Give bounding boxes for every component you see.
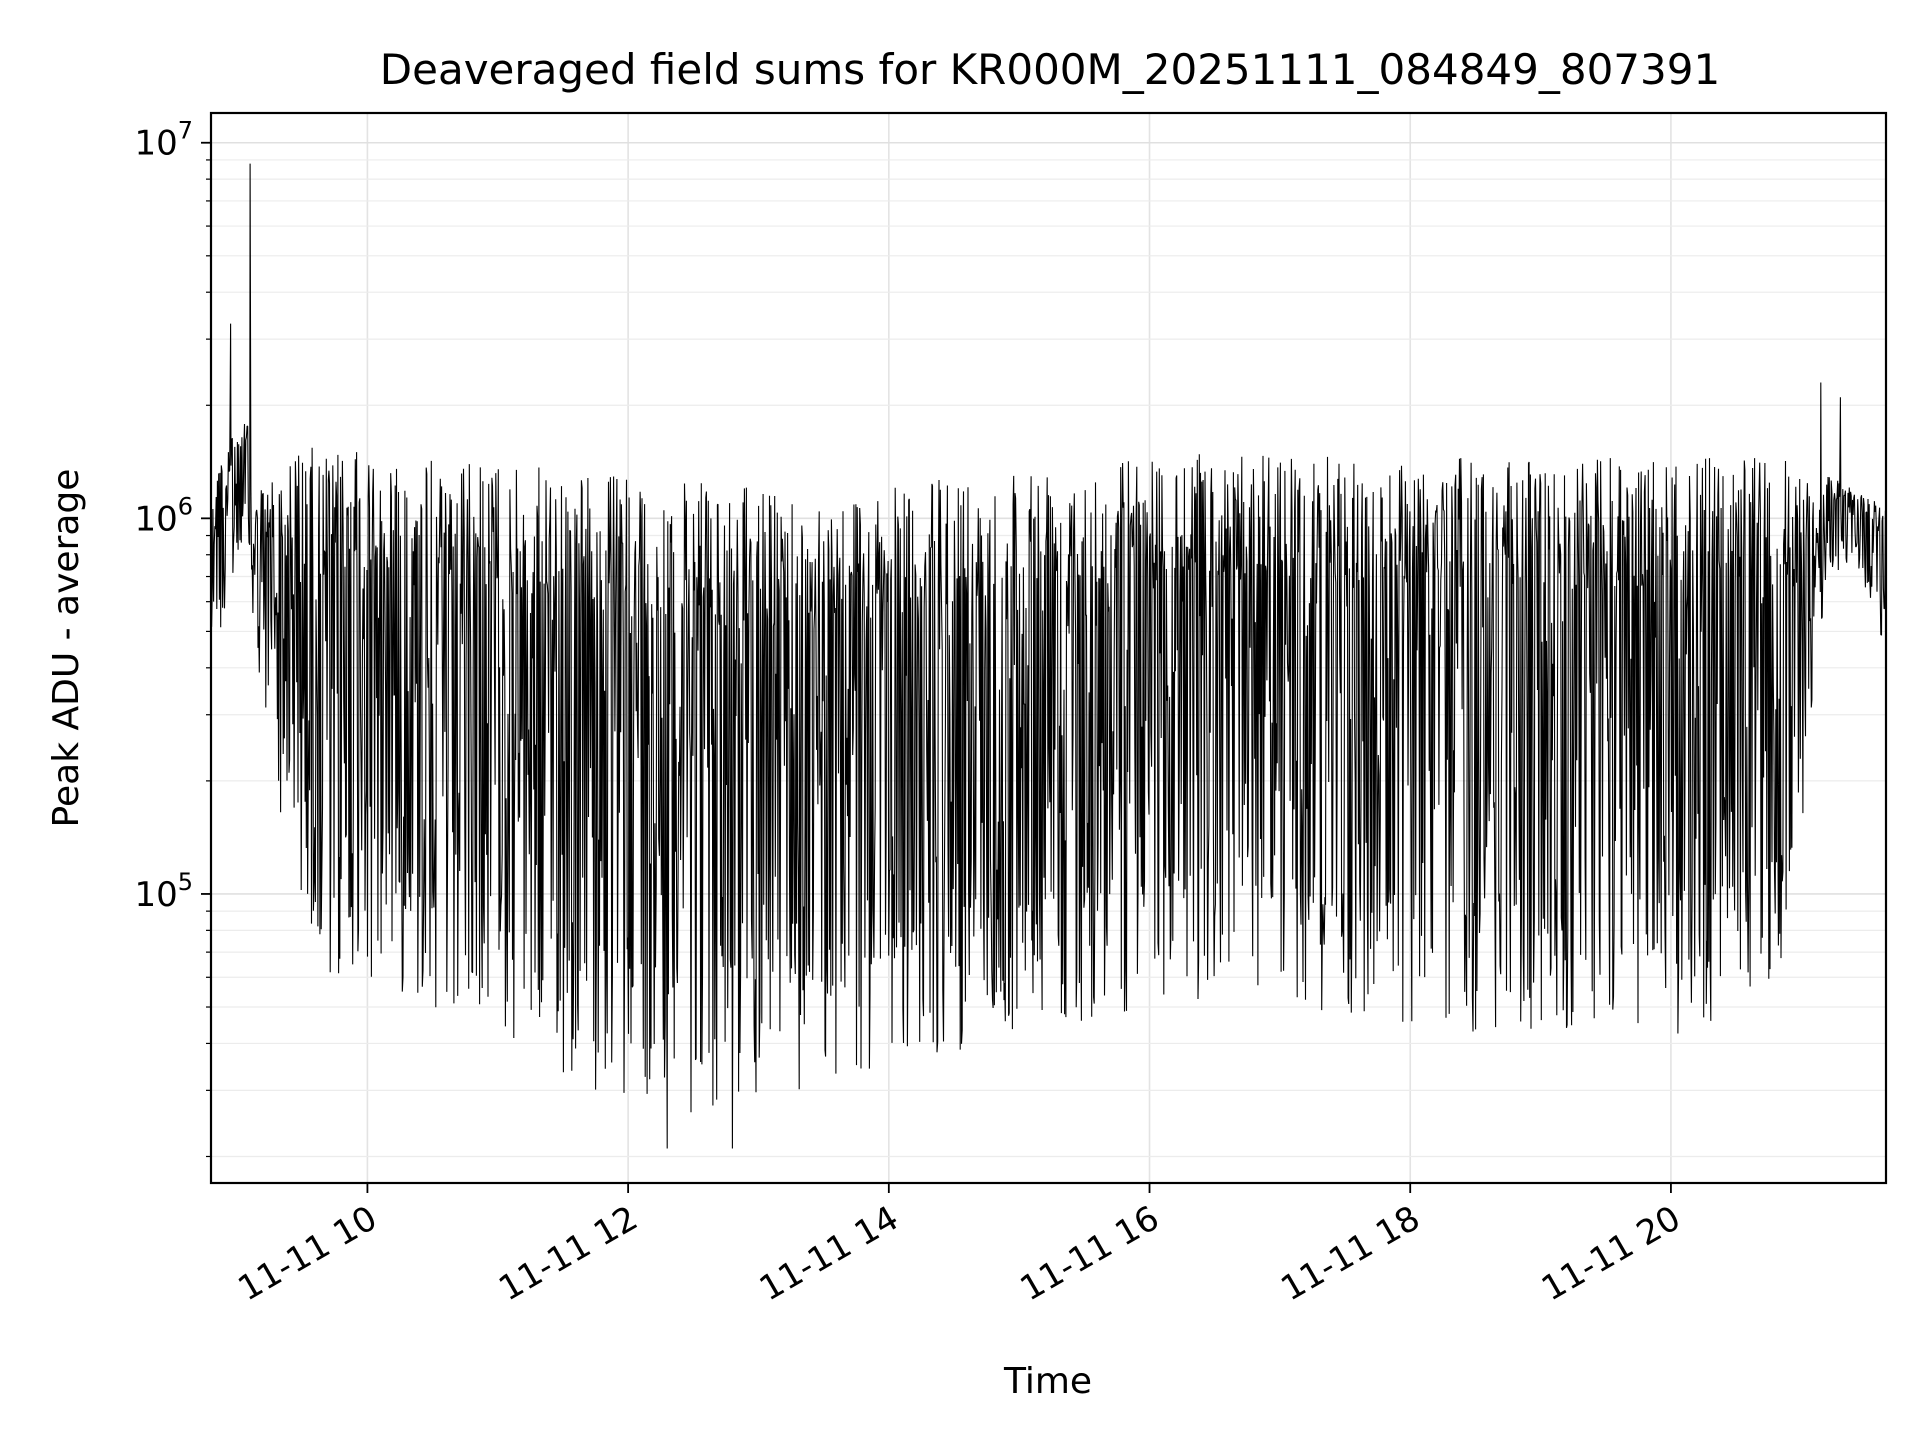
plot-area-frame xyxy=(209,111,1888,1185)
y-axis-label: Peak ADU - average xyxy=(46,469,87,828)
data-series xyxy=(210,163,1887,1149)
y-tick-label: 107 xyxy=(134,117,193,164)
y-tick-label: 106 xyxy=(134,492,193,539)
chart-title: Deaveraged field sums for KR000M_2025111… xyxy=(380,45,1720,94)
series-line xyxy=(210,163,1887,1149)
x-axis-label: Time xyxy=(1003,1361,1092,1402)
y-tick-label: 105 xyxy=(134,868,193,915)
